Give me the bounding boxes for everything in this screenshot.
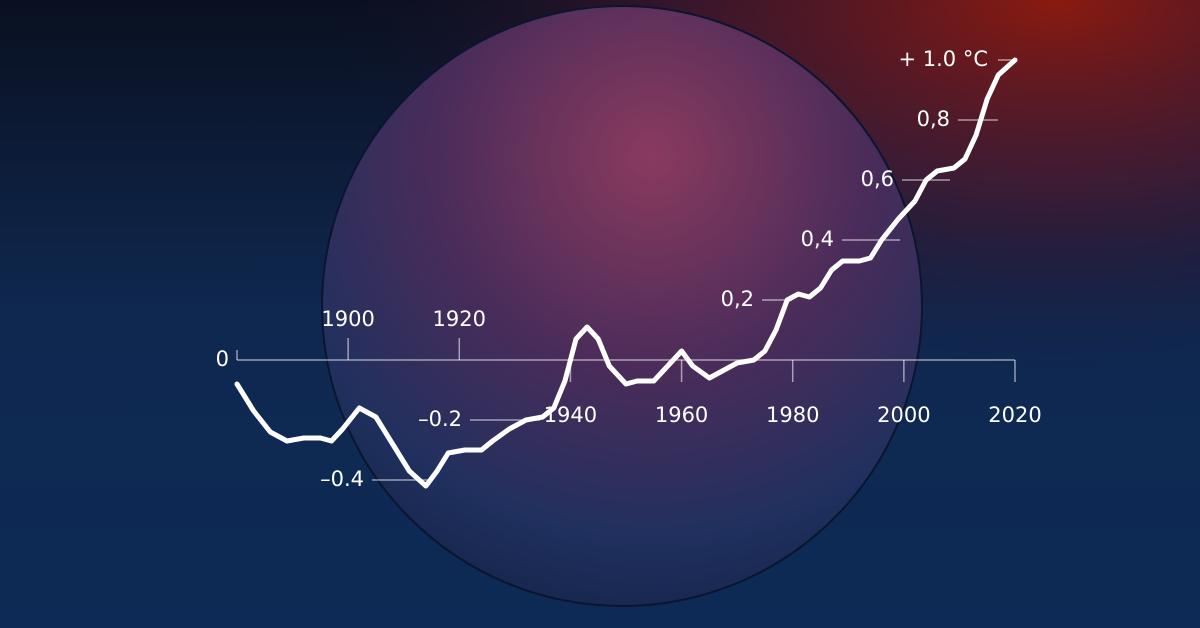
x-tick-label: 1920 bbox=[433, 307, 486, 331]
x-tick-label: 1960 bbox=[655, 403, 708, 427]
y-tick-label: –0.4 bbox=[320, 467, 364, 491]
x-tick-label: 2020 bbox=[988, 403, 1041, 427]
y-tick-label: + 1.0 °C bbox=[898, 47, 988, 71]
x-tick-label: 1900 bbox=[321, 307, 374, 331]
y-tick-label: –0.2 bbox=[418, 407, 462, 431]
earth bbox=[321, 5, 923, 607]
y-tick-label: 0,4 bbox=[801, 227, 834, 251]
y-tick-label: 0,8 bbox=[917, 107, 950, 131]
x-tick-label: 2000 bbox=[877, 403, 930, 427]
x-tick-label: 1980 bbox=[766, 403, 819, 427]
y-tick-label: 0 bbox=[216, 347, 229, 371]
y-tick-label: 0,2 bbox=[721, 287, 754, 311]
y-tick-label: 0,6 bbox=[861, 167, 894, 191]
temperature-line bbox=[234, 57, 1018, 489]
